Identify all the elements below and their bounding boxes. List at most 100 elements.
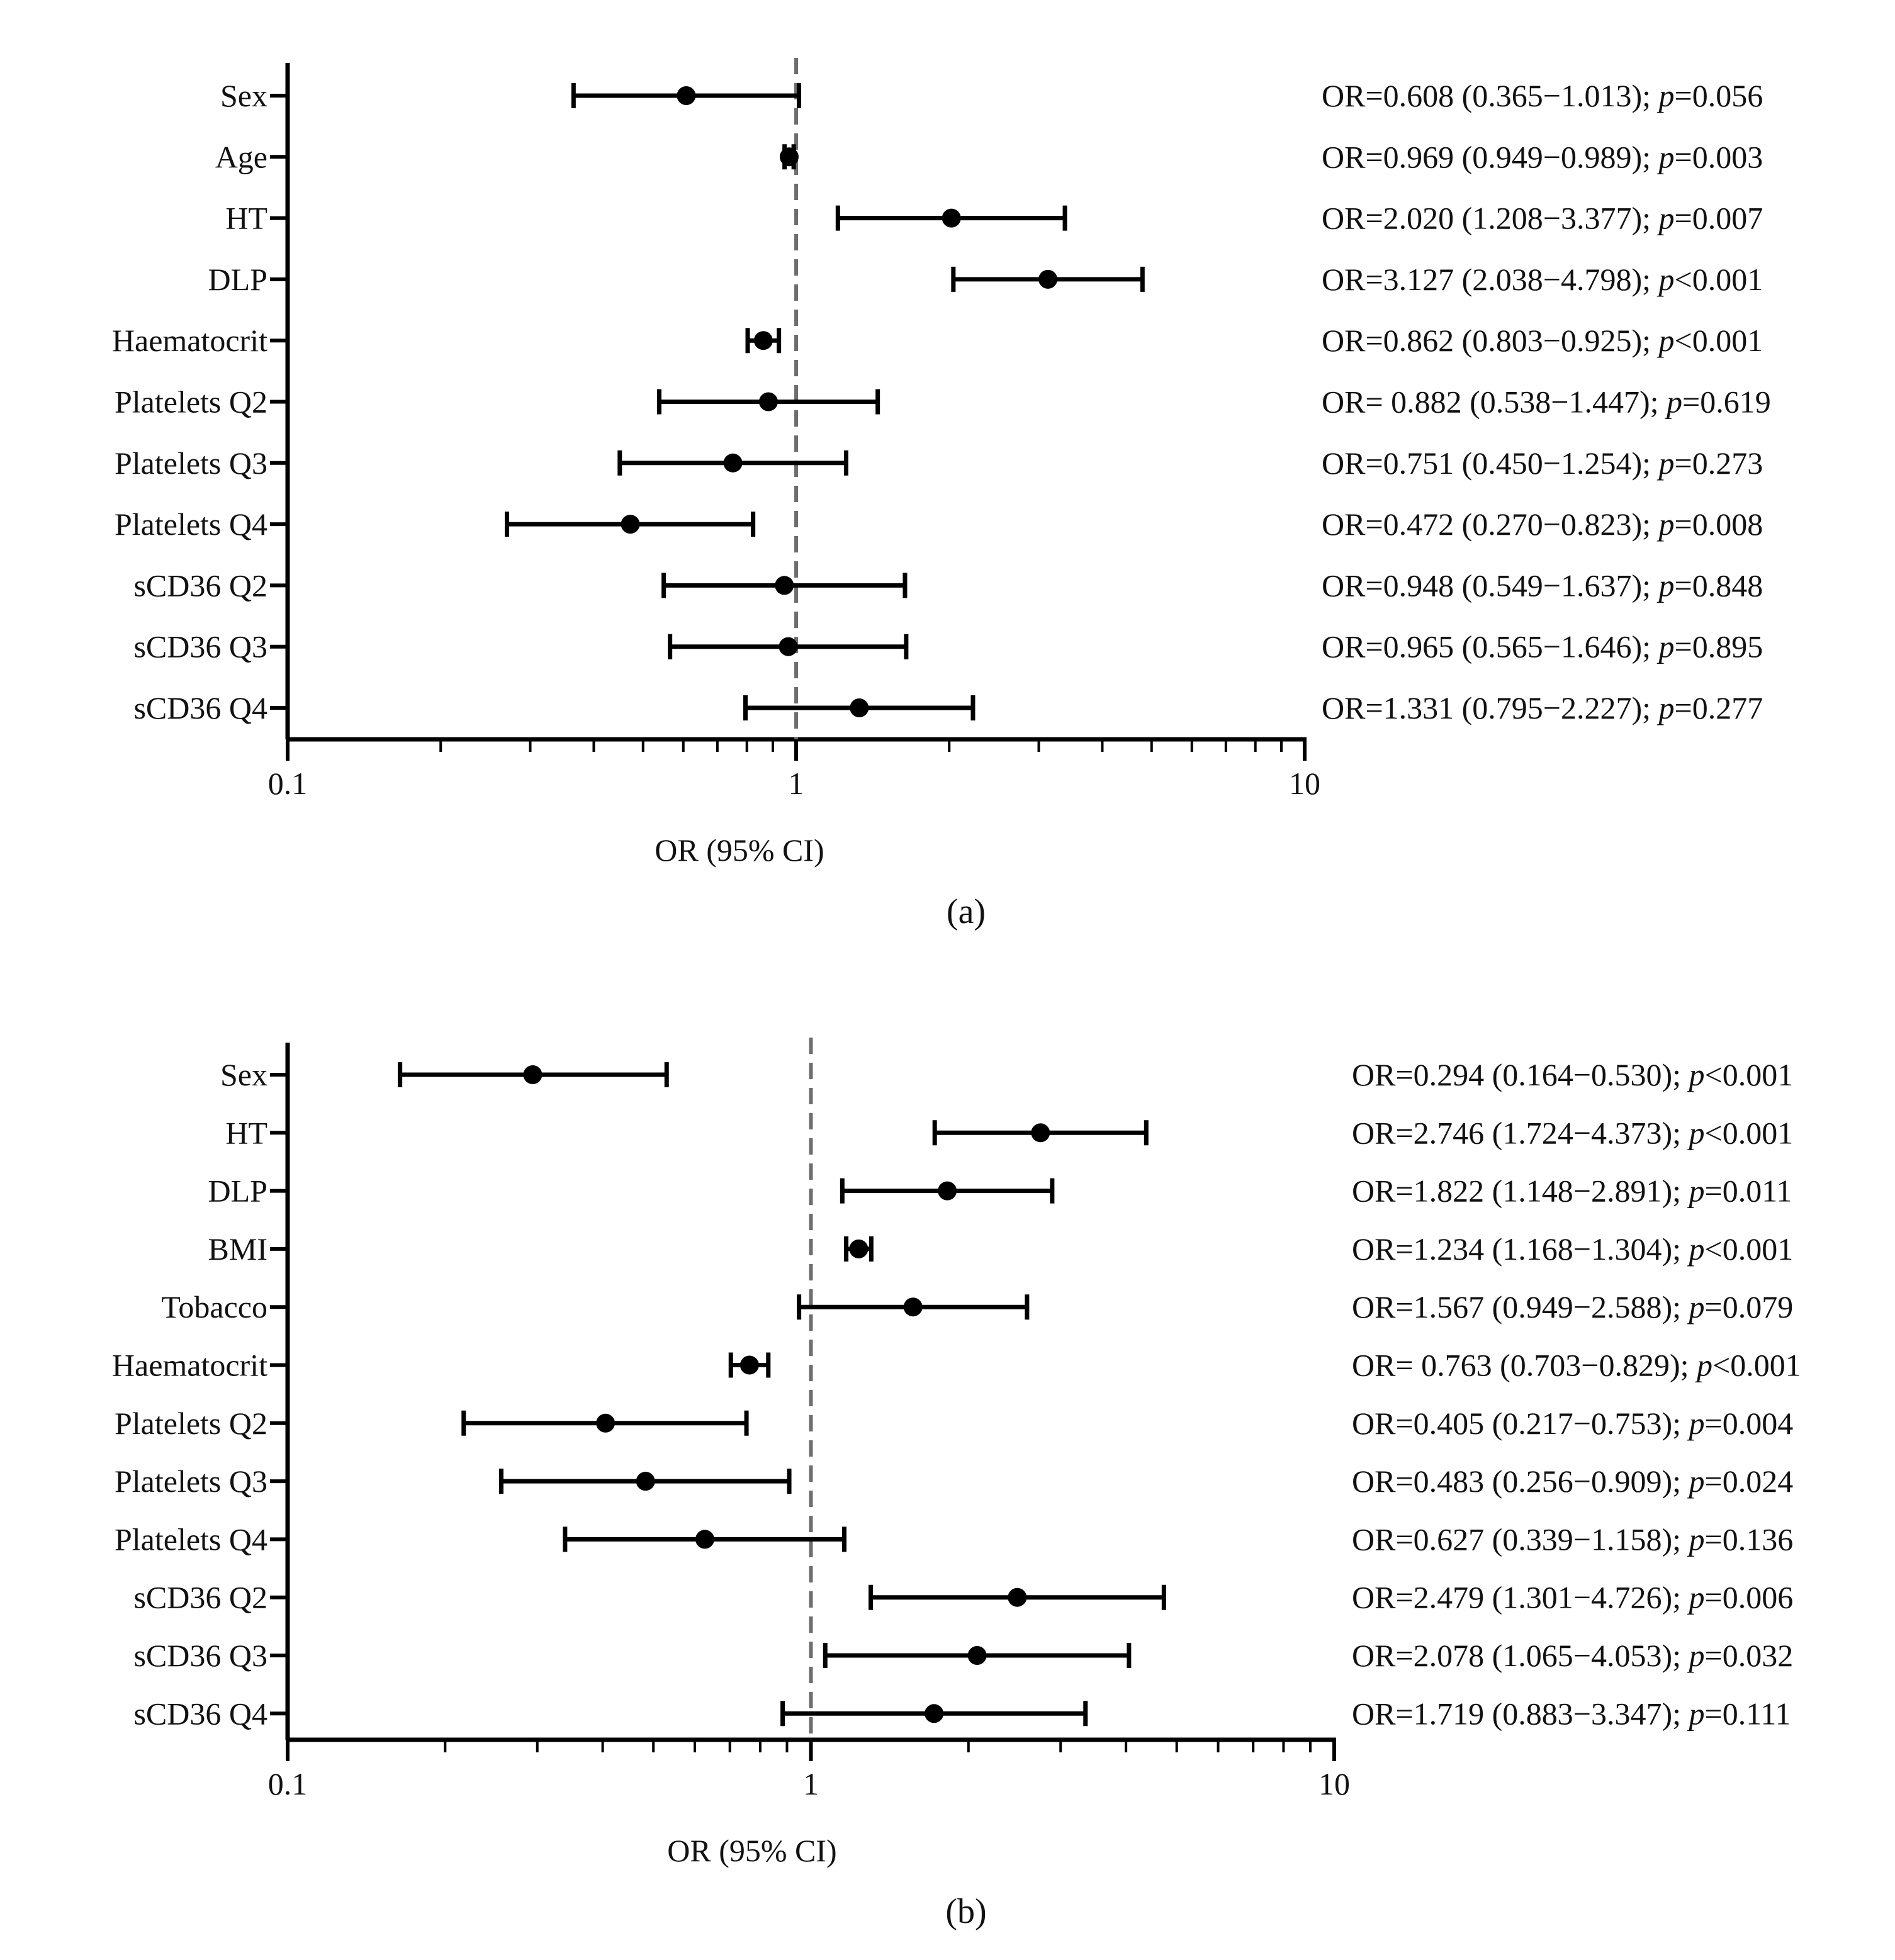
point-estimate <box>775 576 794 595</box>
row-label: HT <box>225 201 267 236</box>
x-tick-label: 10 <box>1319 1766 1350 1801</box>
p-symbol: p <box>1687 1173 1705 1209</box>
row-label: Platelets Q2 <box>115 384 267 420</box>
row-label: Haematocrit <box>112 323 267 358</box>
or-annotation-ci: OR=0.627 (0.339−1.158); <box>1352 1521 1689 1557</box>
p-symbol: p <box>1657 139 1675 174</box>
point-estimate <box>849 1239 869 1258</box>
or-annotation: OR=2.078 (1.065−4.053); p=0.032 <box>1352 1638 1793 1673</box>
or-annotation-ci: OR=2.078 (1.065−4.053); <box>1352 1638 1689 1673</box>
or-annotation: OR=0.608 (0.365−1.013); p=0.056 <box>1322 78 1763 113</box>
p-symbol: p <box>1657 690 1675 725</box>
point-estimate <box>903 1297 923 1317</box>
or-annotation: OR=2.020 (1.208−3.377); p=0.007 <box>1322 201 1763 236</box>
or-annotation: OR=3.127 (2.038−4.798); p<0.001 <box>1322 262 1763 297</box>
panel-a: 0.1 1 10 OR (95% CI) (a) Sex OR=0.608 (0.365−1… <box>112 58 1771 931</box>
forest-row: DLP OR=1.822 (1.148−2.891); p=0.011 <box>208 1173 1792 1209</box>
forest-row: Tobacco OR=1.567 (0.949−2.588); p=0.079 <box>161 1289 1793 1324</box>
point-estimate <box>925 1704 944 1723</box>
p-symbol: p <box>1657 262 1675 297</box>
or-annotation-ci: OR= 0.763 (0.703−0.829); <box>1352 1348 1697 1383</box>
or-annotation-ci: OR=0.405 (0.217−0.753); <box>1352 1406 1689 1441</box>
point-estimate <box>1038 269 1058 289</box>
p-value: <0.001 <box>1675 262 1763 297</box>
p-symbol: p <box>1657 78 1675 113</box>
forest-row: Age OR=0.969 (0.949−0.989); p=0.003 <box>215 139 1763 174</box>
row-label: Haematocrit <box>112 1348 267 1383</box>
forest-row: HT OR=2.746 (1.724−4.373); p<0.001 <box>225 1115 1793 1150</box>
forest-row: Platelets Q3 OR=0.751 (0.450−1.254); p=0.… <box>115 445 1763 481</box>
forest-row: Sex OR=0.294 (0.164−0.530); p<0.001 <box>220 1057 1793 1092</box>
or-annotation-ci: OR=1.234 (1.168−1.304); <box>1352 1231 1689 1267</box>
p-value: =0.003 <box>1675 139 1763 174</box>
x-axis-title: OR (95% CI) <box>655 832 824 868</box>
row-label: Platelets Q2 <box>115 1406 267 1441</box>
panel-label: (b) <box>945 1892 986 1931</box>
p-value: =0.111 <box>1705 1696 1791 1731</box>
forest-row: HT OR=2.020 (1.208−3.377); p=0.007 <box>225 201 1763 236</box>
row-label: Platelets Q3 <box>115 1464 267 1499</box>
point-estimate <box>753 331 773 350</box>
or-annotation: OR=0.472 (0.270−0.823); p=0.008 <box>1322 507 1763 542</box>
p-symbol: p <box>1687 1289 1705 1324</box>
or-annotation-ci: OR=0.862 (0.803−0.925); <box>1322 323 1659 358</box>
or-annotation-ci: OR=2.479 (1.301−4.726); <box>1352 1580 1689 1615</box>
row-label: BMI <box>208 1231 267 1267</box>
point-estimate <box>779 637 798 656</box>
row-label: sCD36 Q3 <box>133 629 267 664</box>
x-tick-label: 1 <box>789 766 804 801</box>
or-annotation-ci: OR=1.567 (0.949−2.588); <box>1352 1289 1689 1324</box>
forest-row: Sex OR=0.608 (0.365−1.013); p=0.056 <box>220 78 1763 113</box>
or-annotation: OR=0.948 (0.549−1.637); p=0.848 <box>1322 568 1763 603</box>
forest-row: Platelets Q3 OR=0.483 (0.256−0.909); p=0.… <box>115 1464 1793 1499</box>
or-annotation-ci: OR=1.822 (1.148−2.891); <box>1352 1173 1689 1209</box>
x-tick-label: 0.1 <box>268 766 308 801</box>
or-annotation-ci: OR=2.020 (1.208−3.377); <box>1322 201 1659 236</box>
forest-row: sCD36 Q4 OR=1.331 (0.795−2.227); p=0.277 <box>133 690 1763 725</box>
p-value: =0.848 <box>1675 568 1763 603</box>
point-estimate <box>621 515 640 534</box>
p-value: =0.895 <box>1675 629 1763 664</box>
row-label: Sex <box>220 1057 267 1092</box>
or-annotation: OR=0.965 (0.565−1.646); p=0.895 <box>1322 629 1763 664</box>
x-axis-title: OR (95% CI) <box>667 1833 836 1868</box>
row-label: sCD36 Q3 <box>133 1638 267 1673</box>
row-label: Platelets Q4 <box>115 1521 267 1557</box>
forest-row: sCD36 Q2 OR=0.948 (0.549−1.637); p=0.848 <box>133 568 1763 603</box>
p-value: =0.619 <box>1682 384 1771 420</box>
p-value: =0.277 <box>1675 690 1763 725</box>
x-tick-label: 0.1 <box>268 1766 308 1801</box>
or-annotation-ci: OR=0.472 (0.270−0.823); <box>1322 507 1659 542</box>
p-symbol: p <box>1657 568 1675 603</box>
panel-b: 0.1 1 10 OR (95% CI) (b) Sex OR=0.294 (0.164−0… <box>112 1038 1801 1931</box>
point-estimate <box>1031 1123 1050 1143</box>
or-annotation-ci: OR=1.331 (0.795−2.227); <box>1322 690 1659 725</box>
or-annotation-ci: OR=0.948 (0.549−1.637); <box>1322 568 1659 603</box>
or-annotation-ci: OR=0.294 (0.164−0.530); <box>1352 1057 1689 1092</box>
or-annotation: OR=0.751 (0.450−1.254); p=0.273 <box>1322 445 1763 481</box>
p-symbol: p <box>1687 1115 1705 1150</box>
row-label: Tobacco <box>161 1289 267 1324</box>
or-annotation: OR=0.969 (0.949−0.989); p=0.003 <box>1322 139 1763 174</box>
p-symbol: p <box>1687 1057 1705 1092</box>
p-value: =0.006 <box>1705 1580 1794 1615</box>
point-estimate <box>695 1530 714 1549</box>
point-estimate <box>723 453 743 473</box>
or-annotation: OR=0.405 (0.217−0.753); p=0.004 <box>1352 1406 1793 1441</box>
x-tick-label: 10 <box>1289 766 1320 801</box>
or-annotation-ci: OR= 0.882 (0.538−1.447); <box>1322 384 1667 420</box>
or-annotation-ci: OR=2.746 (1.724−4.373); <box>1352 1115 1689 1150</box>
or-annotation: OR=0.862 (0.803−0.925); p<0.001 <box>1322 323 1763 358</box>
p-symbol: p <box>1657 201 1675 236</box>
or-annotation: OR=0.294 (0.164−0.530); p<0.001 <box>1352 1057 1793 1092</box>
or-annotation: OR=0.627 (0.339−1.158); p=0.136 <box>1352 1521 1793 1557</box>
p-symbol: p <box>1657 629 1675 664</box>
or-annotation: OR= 0.882 (0.538−1.447); p=0.619 <box>1322 384 1771 420</box>
row-label: DLP <box>208 262 267 297</box>
p-symbol: p <box>1687 1406 1705 1441</box>
row-label: sCD36 Q4 <box>133 690 267 725</box>
point-estimate <box>596 1413 616 1433</box>
p-symbol: p <box>1695 1348 1712 1383</box>
point-estimate <box>636 1472 655 1491</box>
